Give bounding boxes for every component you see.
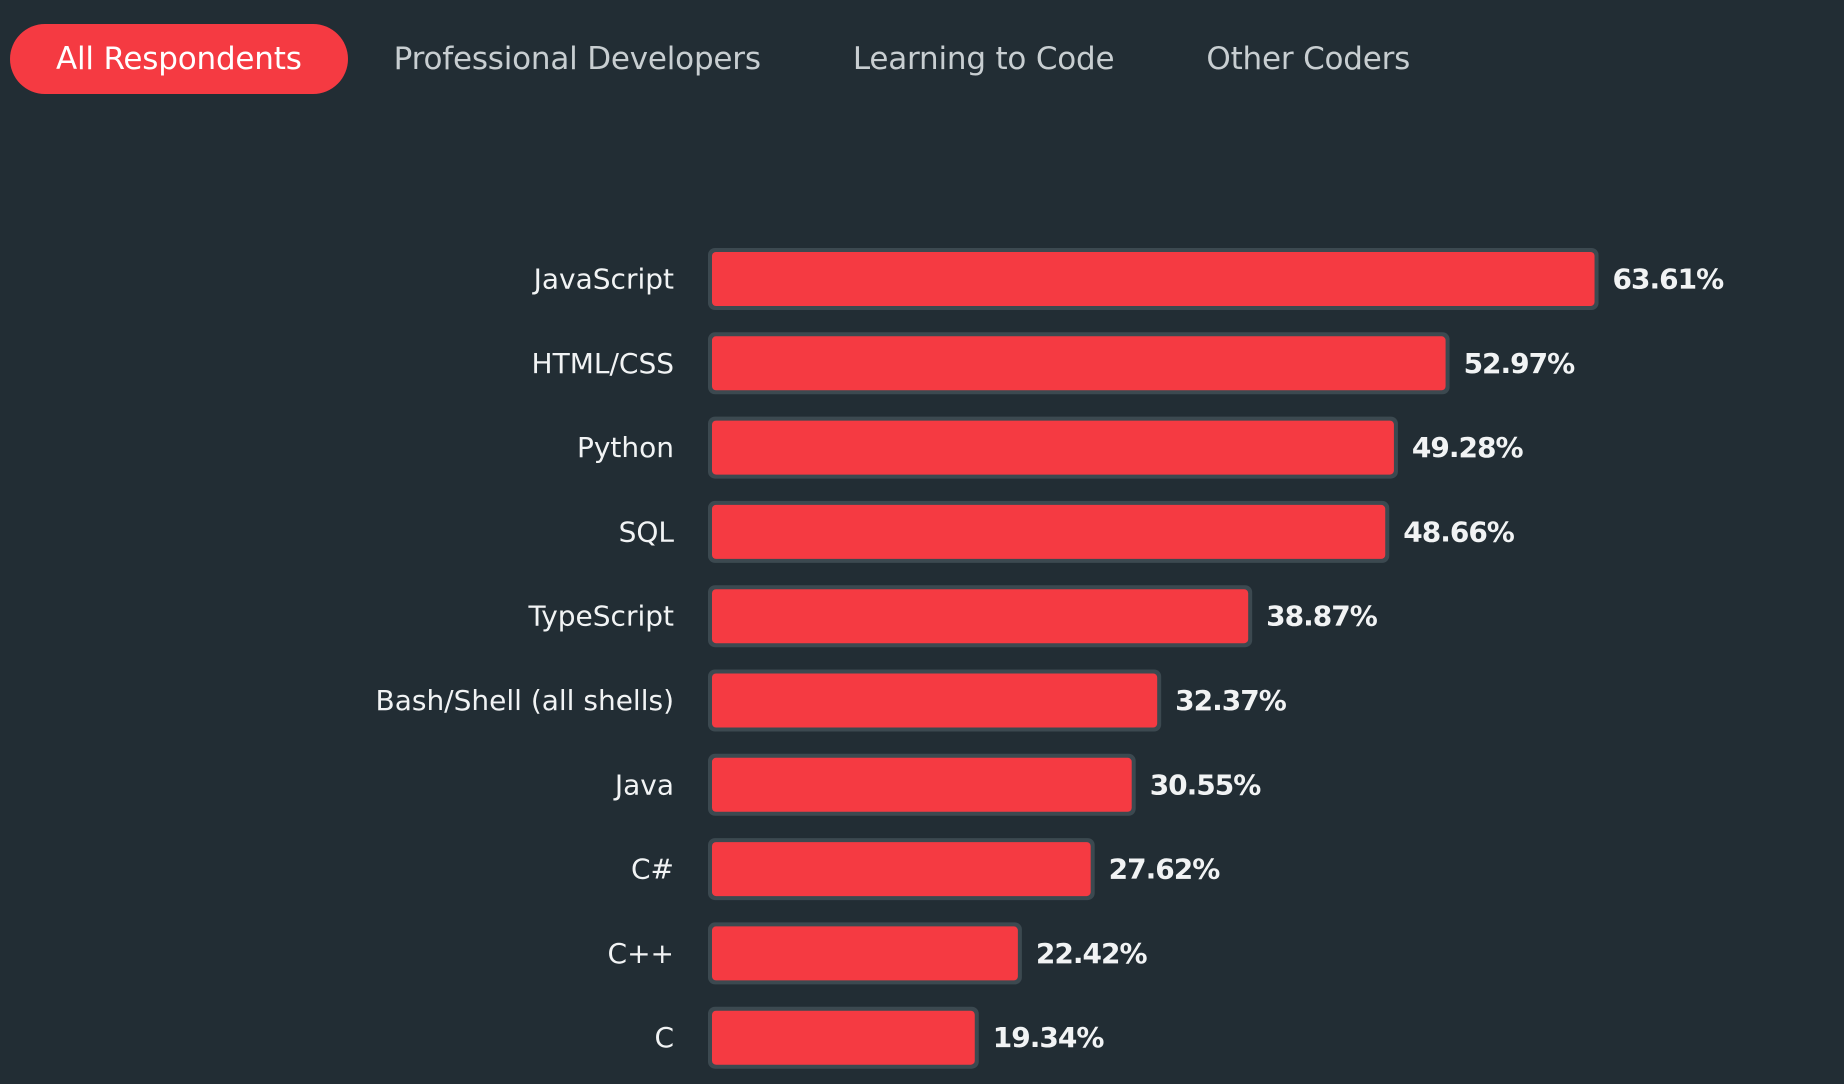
bar[interactable] bbox=[712, 1010, 975, 1065]
tab-professional-developers[interactable]: Professional Developers bbox=[393, 41, 761, 77]
bar-row: SQL 48.66% bbox=[619, 500, 1516, 563]
category-label: SQL bbox=[619, 515, 675, 548]
category-label: JavaScript bbox=[532, 263, 674, 296]
bar-row: Bash/Shell (all shells) 32.37% bbox=[375, 669, 1288, 732]
category-label: Python bbox=[577, 431, 674, 464]
value-label: 22.42% bbox=[1036, 937, 1148, 970]
bar-row: HTML/CSS 52.97% bbox=[532, 332, 1576, 395]
bar-row: JavaScript 63.61% bbox=[532, 248, 1725, 310]
category-label: HTML/CSS bbox=[532, 347, 674, 380]
bar-row: C++ 22.42% bbox=[608, 922, 1148, 985]
category-label: C bbox=[654, 1021, 674, 1054]
value-label: 52.97% bbox=[1464, 347, 1576, 380]
bar[interactable] bbox=[712, 757, 1132, 812]
value-label: 38.87% bbox=[1266, 600, 1378, 633]
value-label: 48.66% bbox=[1403, 515, 1515, 548]
value-label: 32.37% bbox=[1175, 684, 1287, 717]
tab-other-coders[interactable]: Other Coders bbox=[1206, 41, 1411, 77]
bar[interactable] bbox=[712, 504, 1386, 559]
value-label: 49.28% bbox=[1412, 431, 1524, 464]
category-label: C++ bbox=[608, 937, 674, 970]
bar-row: TypeScript 38.87% bbox=[527, 585, 1379, 648]
bar-row: Python 49.28% bbox=[577, 416, 1524, 479]
tab-learning-to-code[interactable]: Learning to Code bbox=[852, 41, 1115, 77]
bar[interactable] bbox=[712, 589, 1249, 644]
category-label: TypeScript bbox=[527, 600, 674, 633]
category-label: Java bbox=[613, 768, 674, 801]
bar-row: Java 30.55% bbox=[613, 753, 1262, 816]
tab-all-respondents[interactable]: All Respondents bbox=[10, 24, 348, 94]
respondent-tabs: All Respondents Professional Developers … bbox=[10, 24, 1456, 94]
category-label: C# bbox=[631, 853, 674, 886]
bar-row: C# 27.62% bbox=[631, 838, 1221, 901]
value-label: 63.61% bbox=[1613, 263, 1725, 296]
bar[interactable] bbox=[712, 842, 1091, 897]
bar[interactable] bbox=[712, 252, 1595, 306]
value-label: 30.55% bbox=[1150, 768, 1262, 801]
bar-row: C 19.34% bbox=[654, 1006, 1105, 1069]
bar[interactable] bbox=[712, 926, 1018, 981]
value-label: 27.62% bbox=[1109, 853, 1221, 886]
category-label: Bash/Shell (all shells) bbox=[375, 684, 674, 717]
bar[interactable] bbox=[712, 336, 1446, 391]
bar[interactable] bbox=[712, 673, 1158, 728]
value-label: 19.34% bbox=[993, 1021, 1105, 1054]
bar[interactable] bbox=[712, 420, 1394, 475]
